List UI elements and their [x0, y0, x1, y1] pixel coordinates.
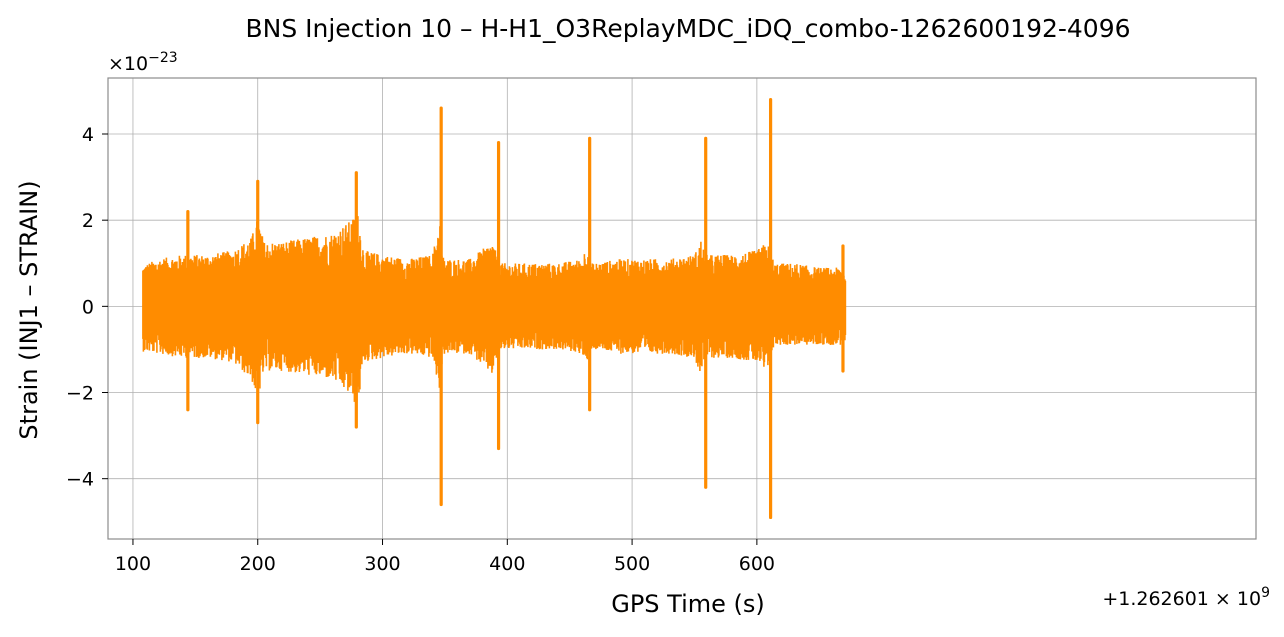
x-tick-label: 200 — [240, 553, 276, 575]
x-tick-label: 100 — [115, 553, 151, 575]
tick-layer: 100 200 300 400 500 600 −4 −2 0 2 4 — [66, 124, 775, 575]
data-layer — [142, 97, 847, 520]
y-tick-label: 2 — [82, 210, 94, 232]
x-tick-label: 500 — [614, 553, 650, 575]
strain-series-line — [142, 216, 847, 402]
x-offset-exponent: 9 — [1261, 585, 1270, 601]
y-tick-label: −2 — [66, 383, 94, 405]
x-tick-label: 400 — [489, 553, 525, 575]
plot-frame — [107, 77, 1257, 540]
y-scale-prefix: ×10 — [108, 53, 148, 75]
x-tick-label: 300 — [364, 553, 400, 575]
y-tick-label: 0 — [82, 296, 94, 318]
y-scale-exponent: −23 — [148, 50, 178, 66]
x-tick-label: 600 — [739, 553, 775, 575]
y-scale-multiplier: ×10−23 — [108, 50, 178, 75]
x-offset-label: +1.262601 × 109 — [1102, 585, 1270, 610]
x-offset-prefix: +1.262601 × 10 — [1102, 588, 1261, 610]
chart-title: BNS Injection 10 – H-H1_O3ReplayMDC_iDQ_… — [245, 14, 1130, 43]
y-axis-label: Strain (INJ1 – STRAIN) — [15, 180, 43, 439]
x-axis-label: GPS Time (s) — [611, 590, 765, 618]
y-tick-label: −4 — [66, 469, 94, 491]
y-tick-label: 4 — [82, 124, 94, 146]
